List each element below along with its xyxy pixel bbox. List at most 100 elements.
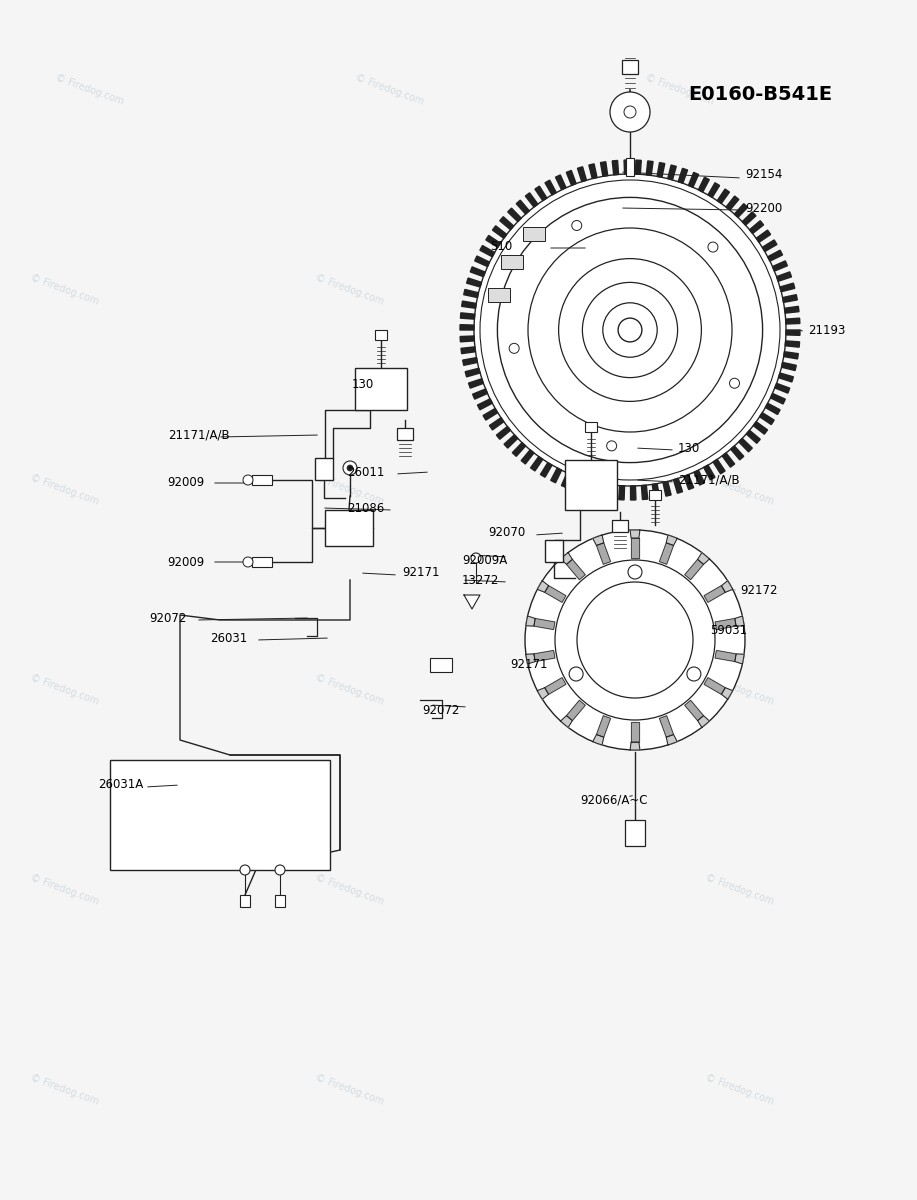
Circle shape [610, 92, 650, 132]
Text: © Firedog.com: © Firedog.com [54, 73, 126, 107]
Polygon shape [704, 586, 725, 602]
Polygon shape [595, 482, 602, 498]
Polygon shape [560, 552, 572, 564]
Circle shape [577, 582, 693, 698]
Polygon shape [782, 295, 797, 302]
Polygon shape [663, 481, 671, 496]
Polygon shape [694, 470, 704, 485]
Polygon shape [483, 408, 498, 420]
Text: 21086: 21086 [347, 502, 384, 515]
Circle shape [497, 197, 763, 462]
Polygon shape [646, 161, 653, 175]
Polygon shape [490, 418, 503, 430]
Polygon shape [596, 715, 611, 737]
Text: 130: 130 [678, 442, 701, 455]
Polygon shape [657, 162, 665, 178]
Polygon shape [560, 715, 572, 727]
Polygon shape [673, 479, 682, 493]
Polygon shape [668, 166, 677, 180]
Polygon shape [635, 160, 641, 174]
Polygon shape [703, 466, 715, 480]
Circle shape [571, 221, 581, 230]
Circle shape [624, 106, 636, 118]
Polygon shape [500, 217, 514, 229]
Polygon shape [698, 552, 710, 564]
Polygon shape [521, 450, 534, 464]
Polygon shape [659, 715, 673, 737]
FancyBboxPatch shape [325, 510, 373, 546]
FancyBboxPatch shape [625, 820, 645, 846]
Polygon shape [567, 170, 576, 185]
Polygon shape [726, 196, 739, 210]
Polygon shape [667, 535, 678, 546]
Text: © Firedog.com: © Firedog.com [704, 1073, 776, 1108]
Text: © Firedog.com: © Firedog.com [704, 872, 776, 907]
Text: © Firedog.com: © Firedog.com [315, 272, 385, 307]
Polygon shape [784, 352, 799, 359]
Polygon shape [775, 383, 790, 394]
Polygon shape [780, 283, 795, 292]
Polygon shape [545, 678, 566, 695]
Polygon shape [460, 336, 474, 342]
Polygon shape [496, 426, 511, 439]
Polygon shape [461, 301, 476, 308]
Polygon shape [786, 330, 800, 335]
Polygon shape [753, 421, 768, 434]
Text: 26031A: 26031A [98, 779, 143, 792]
Text: © Firedog.com: © Firedog.com [645, 73, 715, 107]
Polygon shape [722, 452, 735, 467]
Circle shape [628, 565, 642, 578]
Circle shape [528, 228, 732, 432]
Polygon shape [613, 161, 619, 175]
Polygon shape [540, 462, 552, 478]
FancyBboxPatch shape [240, 895, 250, 907]
Text: © Firedog.com: © Firedog.com [29, 272, 101, 307]
Polygon shape [534, 650, 555, 661]
Text: 21193: 21193 [808, 324, 845, 336]
Polygon shape [464, 289, 479, 298]
Text: 13272: 13272 [462, 574, 500, 587]
Circle shape [474, 174, 786, 486]
Text: © Firedog.com: © Firedog.com [315, 1073, 385, 1108]
FancyBboxPatch shape [355, 368, 407, 410]
Polygon shape [475, 256, 490, 266]
Polygon shape [525, 616, 536, 626]
Polygon shape [607, 485, 613, 499]
Circle shape [509, 343, 519, 353]
Polygon shape [537, 581, 548, 593]
Polygon shape [784, 306, 799, 313]
Text: 21171/A/B: 21171/A/B [168, 428, 229, 442]
Text: 92200: 92200 [745, 202, 782, 215]
Polygon shape [698, 715, 710, 727]
Polygon shape [467, 278, 481, 287]
Polygon shape [592, 734, 603, 745]
FancyBboxPatch shape [585, 422, 597, 432]
Polygon shape [739, 438, 752, 452]
FancyBboxPatch shape [110, 760, 330, 870]
Text: 92066/A~C: 92066/A~C [580, 793, 647, 806]
Text: © Firedog.com: © Firedog.com [704, 673, 776, 707]
Polygon shape [508, 208, 521, 222]
Circle shape [243, 475, 253, 485]
Polygon shape [770, 394, 785, 404]
Text: © Firedog.com: © Firedog.com [315, 872, 385, 907]
FancyBboxPatch shape [622, 60, 638, 74]
Circle shape [730, 378, 739, 389]
FancyBboxPatch shape [488, 288, 510, 302]
Polygon shape [679, 168, 688, 184]
Polygon shape [667, 734, 678, 745]
Polygon shape [596, 542, 611, 564]
Polygon shape [513, 443, 525, 456]
FancyBboxPatch shape [252, 475, 272, 485]
Circle shape [240, 865, 250, 875]
Polygon shape [465, 368, 480, 377]
Polygon shape [531, 456, 543, 470]
Text: 26031: 26031 [210, 631, 248, 644]
Polygon shape [624, 160, 629, 174]
Circle shape [602, 302, 657, 358]
Text: 92154: 92154 [745, 168, 782, 181]
Polygon shape [461, 347, 476, 354]
Polygon shape [652, 484, 659, 498]
FancyBboxPatch shape [545, 540, 563, 562]
Text: 510: 510 [490, 240, 513, 252]
